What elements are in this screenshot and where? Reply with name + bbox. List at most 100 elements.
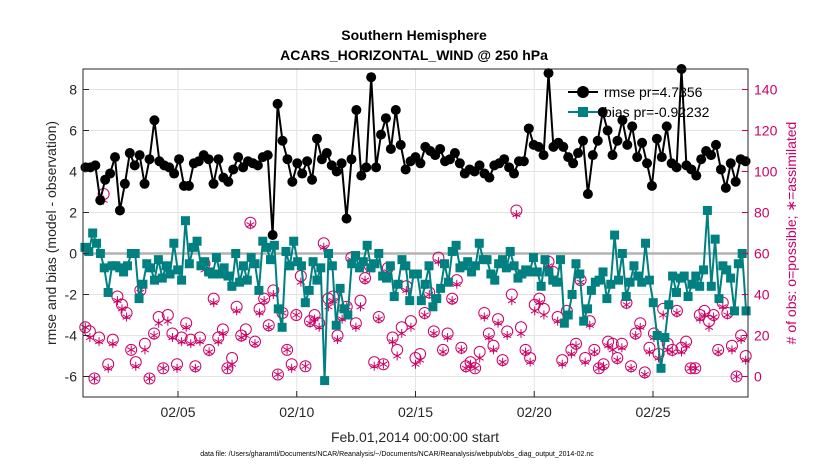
obs-star-stroke	[379, 361, 388, 367]
obs-star-stroke	[484, 334, 494, 341]
rmse-data-point	[646, 180, 657, 191]
bias-data-point	[134, 294, 144, 304]
bias-data-point	[84, 246, 94, 256]
rmse-data-point	[267, 230, 278, 241]
bias-data-point	[621, 292, 631, 302]
bias-data-point	[215, 269, 225, 279]
obs-star-stroke	[292, 312, 301, 318]
y-right-tick-label: 140	[754, 82, 778, 98]
obs-assimilated-point	[379, 359, 388, 369]
bias-data-point	[714, 294, 724, 304]
y-right-tick-label: 100	[754, 164, 778, 180]
obs-star-stroke	[204, 349, 214, 355]
bias-data-point	[300, 298, 310, 308]
obs-assimilated-point	[443, 333, 452, 343]
bias-data-point	[633, 271, 643, 281]
rmse-data-point	[499, 154, 510, 165]
rmse-data-point	[533, 141, 544, 152]
obs-star-stroke	[626, 365, 636, 371]
obs-star-stroke	[214, 338, 223, 345]
rmse-data-point	[203, 154, 214, 165]
obs-star-stroke	[603, 343, 613, 349]
bias-data-point	[683, 292, 693, 302]
bias-data-point	[482, 255, 492, 265]
obs-star-stroke	[177, 338, 186, 345]
bias-data-point	[119, 267, 129, 277]
rmse-data-point	[119, 178, 130, 189]
obs-assimilated-point	[393, 351, 402, 361]
bias-data-point	[702, 205, 712, 215]
obs-assimilated-point	[452, 279, 461, 289]
obs-assimilated-point	[218, 328, 228, 338]
obs-star-stroke	[250, 341, 260, 347]
bias-data-point	[648, 298, 658, 308]
bias-data-point	[536, 281, 546, 291]
bias-data-point	[389, 292, 399, 302]
obs-assimilated-point	[448, 296, 457, 306]
rmse-data-point	[449, 148, 460, 159]
y-tick-label: 0	[69, 246, 77, 262]
bias-data-point	[416, 296, 426, 306]
y-axis-label: rmse and bias (model - observation)	[43, 121, 59, 345]
chart-title-line1: Southern Hemisphere	[341, 27, 487, 43]
obs-assimilated-point	[480, 312, 489, 322]
obs-star-stroke	[227, 361, 237, 367]
obs-assimilated-point	[305, 318, 315, 328]
obs-star-stroke	[209, 300, 218, 306]
obs-assimilated-point	[512, 210, 521, 220]
obs-star-stroke	[168, 334, 177, 341]
obs-star-stroke	[246, 222, 255, 228]
obs-assimilated-point	[498, 357, 507, 367]
obs-assimilated-point	[415, 355, 425, 365]
y-right-tick-label: 120	[754, 123, 778, 139]
bias-data-point	[637, 277, 647, 287]
obs-assimilated-point	[489, 345, 498, 355]
obs-assimilated-point	[723, 310, 732, 320]
bias-data-point	[177, 275, 187, 285]
bias-data-point	[474, 238, 484, 248]
data-file-footer: data file: /Users/gharamti/Documents/NCA…	[200, 451, 594, 458]
rmse-data-point	[573, 148, 584, 159]
obs-star-stroke	[131, 363, 140, 369]
bias-data-point	[157, 273, 167, 283]
rmse-data-point	[302, 156, 313, 167]
bias-data-point	[741, 306, 751, 316]
bias-data-point	[501, 263, 511, 273]
obs-assimilated-point	[590, 347, 599, 357]
bias-data-point	[671, 287, 681, 297]
obs-assimilated-point	[608, 345, 617, 355]
rmse-data-point	[390, 105, 401, 115]
obs-assimilated-point	[613, 355, 622, 365]
obs-star-stroke	[608, 347, 617, 353]
obs-star-stroke	[535, 300, 544, 306]
rmse-data-point	[134, 150, 145, 161]
rmse-data-point	[376, 129, 387, 140]
y-right-tick-label: 80	[754, 205, 770, 221]
obs-assimilated-point	[700, 310, 709, 320]
obs-assimilated-point	[681, 341, 691, 351]
bias-data-point	[451, 240, 461, 250]
rmse-data-point	[311, 133, 322, 144]
obs-star-stroke	[659, 312, 668, 318]
bias-data-point	[528, 253, 538, 263]
rmse-data-point	[233, 152, 244, 163]
bias-data-point	[103, 287, 113, 297]
obs-possible-point	[221, 362, 234, 375]
bias-data-point	[382, 273, 392, 283]
bias-data-point	[130, 249, 140, 258]
obs-assimilated-point	[227, 359, 237, 369]
rmse-data-point	[691, 170, 702, 181]
rmse-data-point	[321, 148, 332, 159]
obs-star-stroke	[480, 314, 489, 320]
obs-assimilated-point	[108, 339, 117, 349]
rmse-data-point	[228, 164, 239, 175]
obs-assimilated-point	[466, 359, 475, 369]
bias-data-point	[281, 246, 291, 256]
bias-data-point	[555, 255, 565, 265]
obs-assimilated-point	[636, 322, 645, 332]
rmse-data-point	[435, 143, 446, 154]
rmse-data-point	[90, 160, 101, 171]
y-axis-left: -6 -4 -2 0 2 4 6 8	[65, 82, 89, 385]
obs-star-stroke	[127, 347, 136, 353]
obs-star-stroke	[668, 349, 677, 355]
